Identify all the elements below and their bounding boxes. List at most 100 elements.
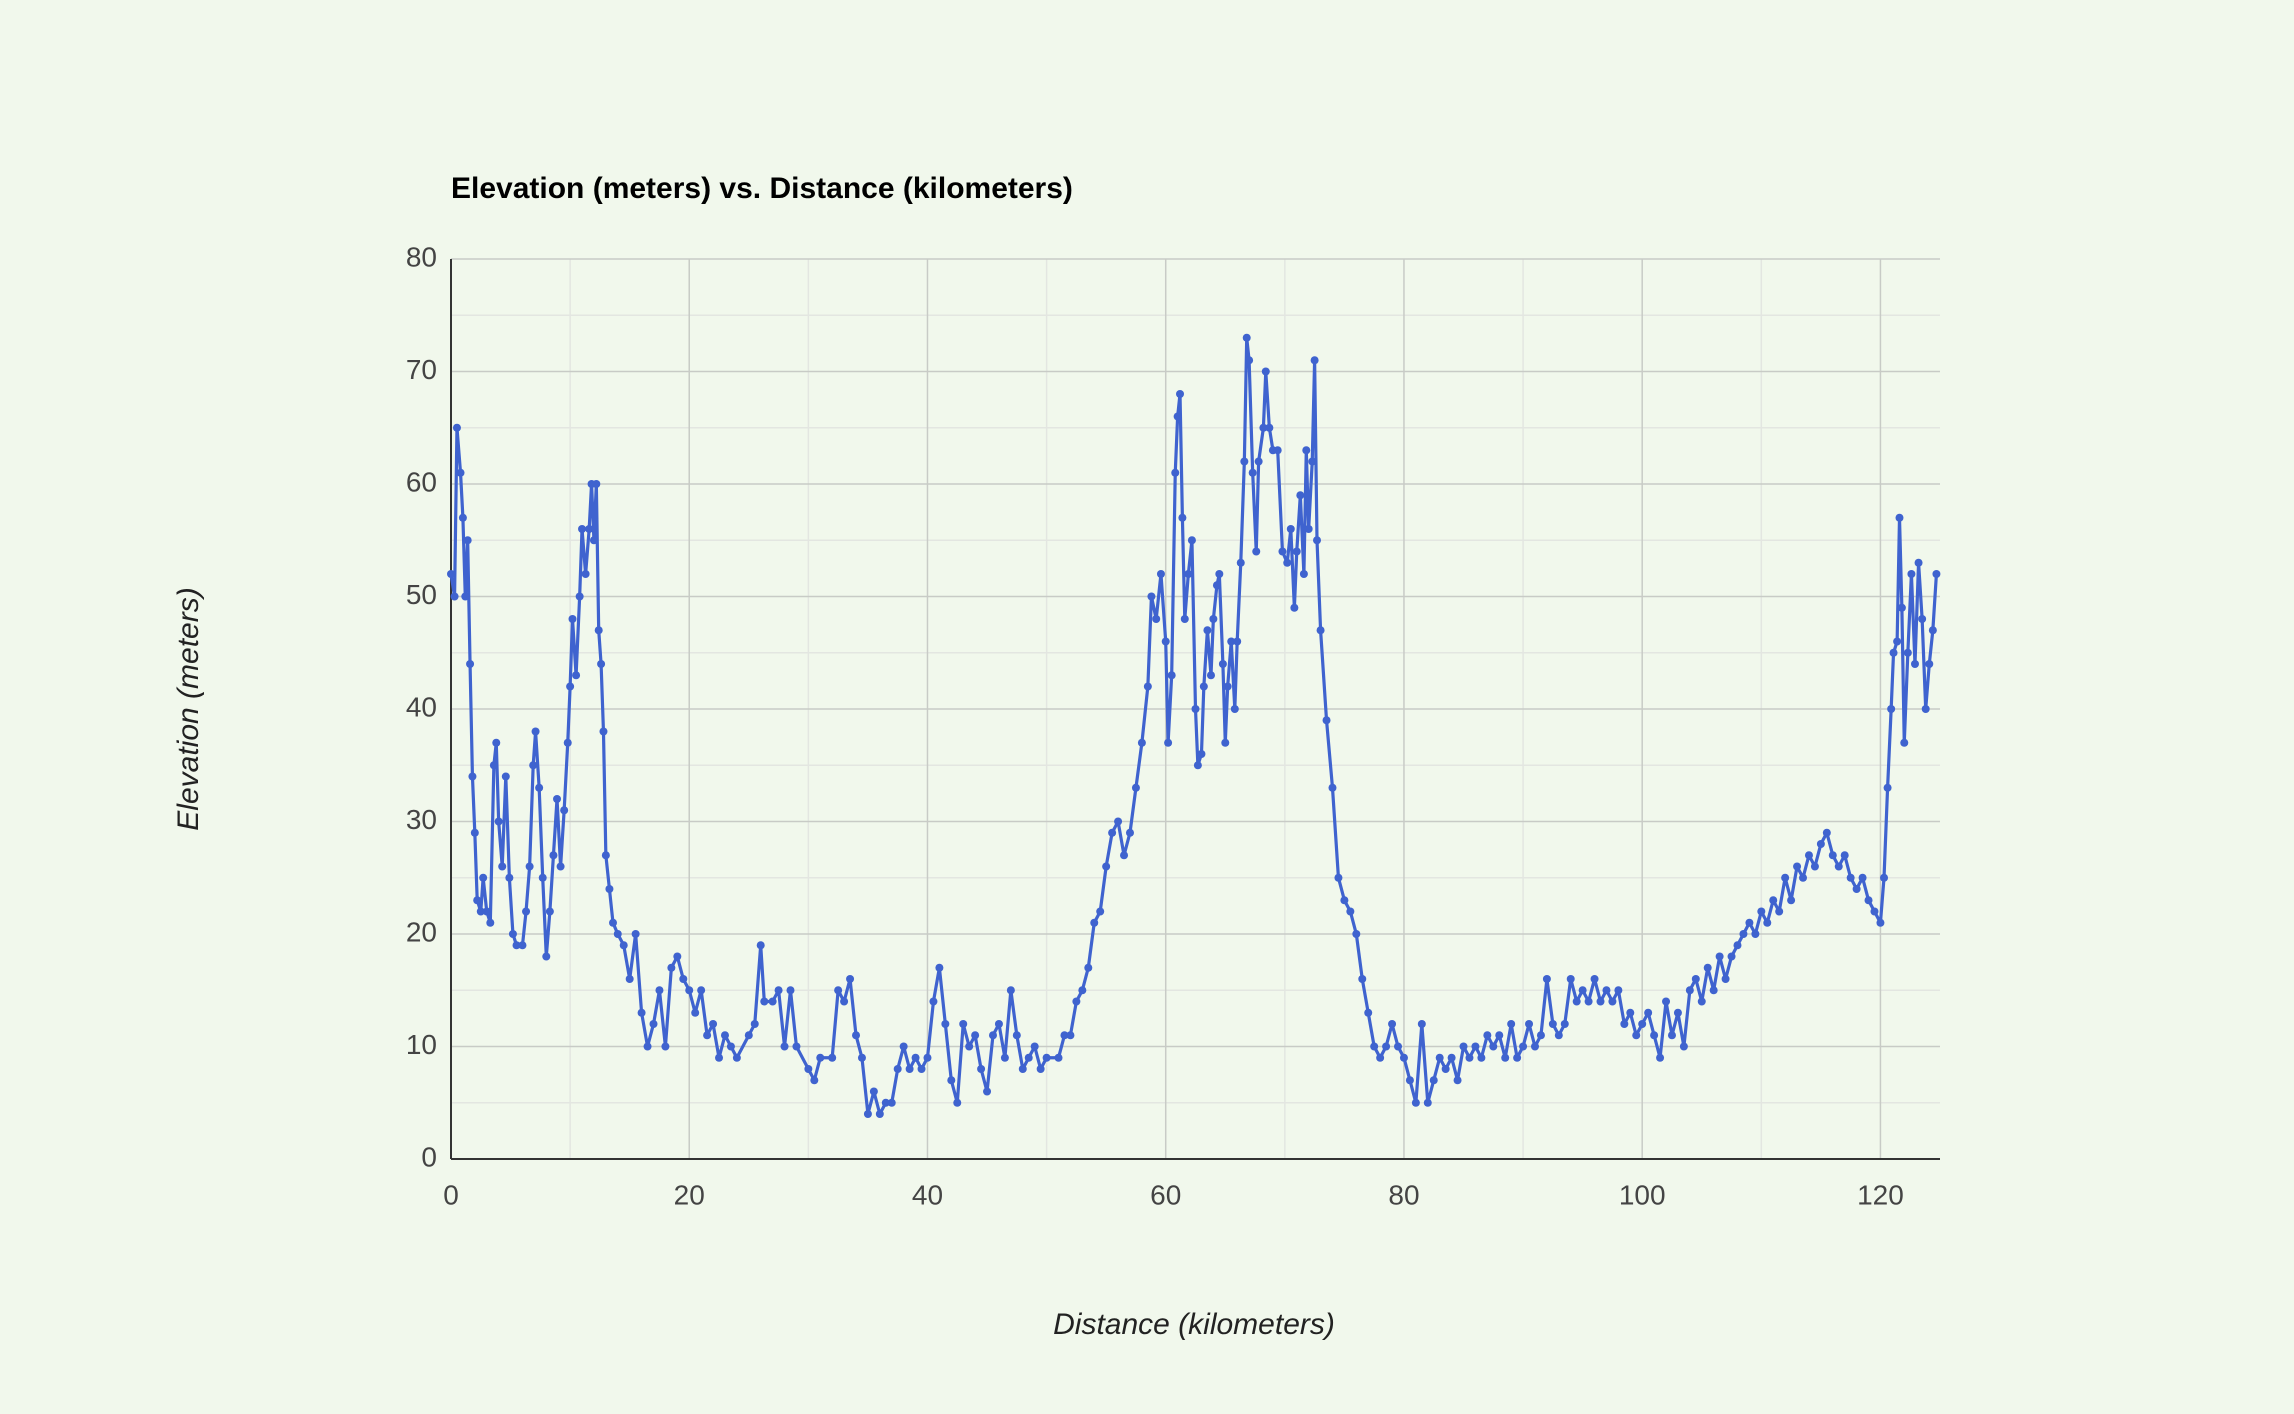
data-point	[545, 907, 554, 916]
data-point	[531, 727, 540, 736]
data-point	[1072, 997, 1081, 1006]
data-point	[1265, 423, 1274, 432]
data-point	[1340, 896, 1349, 905]
data-point	[1918, 615, 1927, 623]
data-point	[1024, 1053, 1033, 1062]
data-point	[1554, 1031, 1563, 1040]
data-point	[667, 963, 676, 972]
data-point	[470, 828, 479, 837]
data-point	[1626, 1008, 1635, 1017]
data-point	[1685, 986, 1694, 995]
data-point	[1000, 1053, 1009, 1062]
data-point	[625, 975, 634, 983]
data-point	[1834, 862, 1843, 871]
data-point	[1775, 907, 1784, 916]
data-point	[1066, 1031, 1075, 1040]
data-point	[592, 480, 601, 488]
data-point	[947, 1076, 956, 1085]
data-point	[1441, 1065, 1450, 1073]
data-point	[1864, 896, 1873, 905]
data-point	[863, 1110, 872, 1118]
data-point	[1893, 637, 1902, 646]
data-point	[1769, 896, 1778, 905]
data-point	[1620, 1020, 1629, 1028]
data-point	[1471, 1042, 1480, 1051]
data-point	[1203, 626, 1212, 635]
data-point	[929, 997, 938, 1006]
data-point	[458, 513, 467, 522]
data-point	[482, 907, 491, 916]
data-point	[649, 1020, 658, 1028]
data-point	[501, 772, 510, 781]
data-point	[637, 1008, 646, 1017]
data-point	[1932, 570, 1941, 578]
x-tick-label: 0	[443, 1179, 459, 1210]
data-point	[1012, 1031, 1021, 1040]
data-point	[1236, 558, 1245, 567]
data-point	[553, 795, 562, 803]
y-tick-label: 20	[406, 916, 437, 947]
data-point	[599, 727, 608, 736]
data-point	[1536, 1031, 1545, 1040]
data-point	[1209, 615, 1218, 623]
data-point	[1223, 682, 1232, 691]
data-point	[977, 1065, 986, 1073]
data-point	[1090, 918, 1099, 927]
data-point	[1259, 423, 1268, 432]
data-point	[935, 963, 944, 972]
data-point	[1495, 1031, 1504, 1040]
data-point	[1125, 828, 1134, 837]
data-point	[1840, 851, 1849, 860]
data-point	[1513, 1053, 1522, 1062]
data-point	[512, 941, 521, 950]
data-point	[1709, 986, 1718, 995]
data-point	[1245, 356, 1254, 365]
data-point	[1632, 1031, 1641, 1040]
data-point	[1423, 1098, 1432, 1107]
data-point	[589, 536, 598, 545]
data-point	[1459, 1042, 1468, 1051]
data-line	[449, 336, 1939, 1116]
data-point	[494, 817, 503, 826]
data-point	[1394, 1042, 1403, 1051]
data-point	[1304, 525, 1313, 533]
data-point	[1173, 412, 1182, 421]
data-point	[1703, 963, 1712, 972]
data-point	[917, 1065, 926, 1073]
data-point	[1715, 952, 1724, 961]
data-point	[529, 761, 538, 770]
data-point	[522, 907, 531, 916]
data-point	[1278, 547, 1287, 556]
data-point	[893, 1065, 902, 1073]
data-point	[572, 671, 581, 680]
data-point	[1376, 1053, 1385, 1062]
data-point	[452, 423, 461, 432]
data-point	[1477, 1053, 1486, 1062]
data-point	[473, 896, 482, 905]
data-point	[1030, 1042, 1039, 1051]
data-point	[1501, 1053, 1510, 1062]
data-point	[1465, 1053, 1474, 1062]
data-point	[568, 615, 577, 623]
data-point	[881, 1098, 890, 1107]
data-point	[1793, 862, 1802, 871]
data-point	[1584, 997, 1593, 1006]
data-point	[1218, 660, 1227, 668]
data-point	[1290, 603, 1299, 612]
data-point	[456, 468, 465, 477]
data-point	[1596, 997, 1605, 1006]
data-point	[1781, 873, 1790, 882]
data-point	[1673, 1008, 1682, 1017]
data-point	[1447, 1053, 1456, 1062]
data-point	[1883, 783, 1892, 792]
data-point	[1530, 1042, 1539, 1051]
data-point	[1858, 873, 1867, 882]
data-point	[786, 986, 795, 995]
data-point	[468, 772, 477, 781]
data-point	[508, 930, 517, 938]
data-point	[1602, 986, 1611, 995]
x-tick-label: 120	[1857, 1179, 1904, 1210]
data-point	[518, 941, 527, 950]
data-point	[619, 941, 628, 950]
data-point	[828, 1053, 837, 1062]
